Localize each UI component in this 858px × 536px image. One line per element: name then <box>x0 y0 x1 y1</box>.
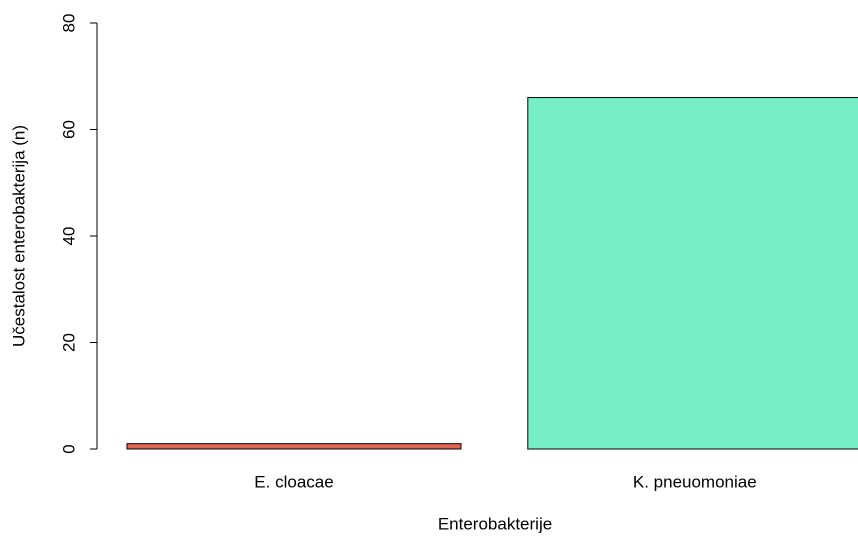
y-tick-label: 40 <box>59 227 78 246</box>
bar <box>126 443 462 450</box>
x-axis-title: Enterobakterije <box>438 514 552 533</box>
y-tick-label: 0 <box>59 444 78 453</box>
bar <box>527 97 858 450</box>
y-tick-label: 20 <box>59 333 78 352</box>
x-tick-label: E. cloacae <box>254 472 333 491</box>
y-tick-label: 80 <box>59 14 78 33</box>
y-tick-label: 60 <box>59 120 78 139</box>
y-axis-title: Učestalost enterobakterija (n) <box>9 125 28 347</box>
x-tick-label: K. pneuomoniae <box>633 472 757 491</box>
